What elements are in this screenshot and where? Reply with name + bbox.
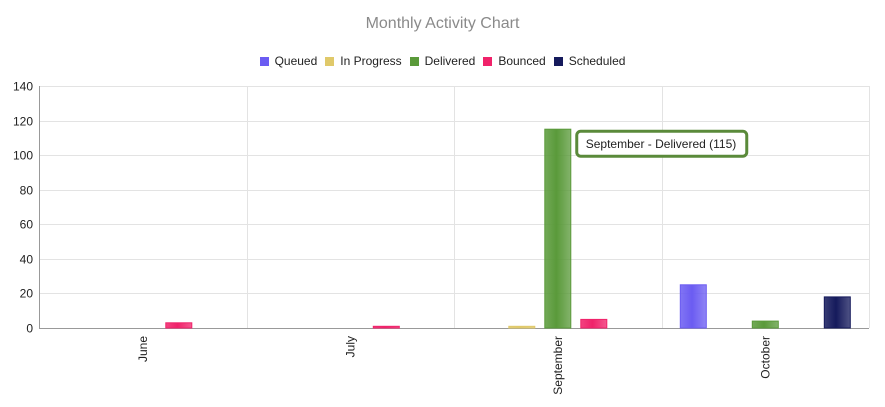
- legend-label: Bounced: [498, 54, 546, 68]
- x-tick-label: October: [758, 336, 772, 379]
- x-tick-label: June: [136, 336, 150, 362]
- legend-item-queued[interactable]: Queued: [259, 54, 318, 68]
- x-tick-label: July: [343, 336, 357, 357]
- legend: Queued In Progress Delivered Bounced Schedul…: [0, 54, 885, 68]
- legend-label: Delivered: [424, 54, 476, 68]
- bar-october-queued[interactable]: [679, 284, 707, 329]
- legend-label: In Progress: [340, 54, 402, 68]
- bar-july-bounced[interactable]: [372, 325, 400, 329]
- legend-swatch: [259, 56, 269, 66]
- y-tick-label: 40: [20, 253, 34, 267]
- legend-item-scheduled[interactable]: Scheduled: [553, 54, 626, 68]
- y-tick-label: 140: [13, 80, 33, 94]
- y-tick-label: 60: [20, 218, 34, 232]
- legend-label: Queued: [274, 54, 318, 68]
- y-tick-label: 120: [13, 115, 33, 129]
- legend-swatch: [553, 56, 563, 66]
- bar-september-bounced[interactable]: [580, 318, 608, 329]
- legend-label: Scheduled: [568, 54, 626, 68]
- legend-swatch: [409, 56, 419, 66]
- bar-june-bounced[interactable]: [165, 322, 193, 329]
- bar-september-in-progress[interactable]: [508, 325, 536, 329]
- legend-item-in-progress[interactable]: In Progress: [325, 54, 402, 68]
- tooltip: September - Delivered (115): [575, 129, 749, 158]
- bar-october-delivered[interactable]: [751, 320, 779, 329]
- legend-item-delivered[interactable]: Delivered: [409, 54, 476, 68]
- bar-october-scheduled[interactable]: [823, 296, 851, 329]
- tooltip-text: September - Delivered (115): [586, 137, 737, 151]
- legend-swatch: [483, 56, 493, 66]
- y-tick-label: 80: [20, 184, 34, 198]
- chart-title: Monthly Activity Chart: [365, 15, 520, 32]
- y-tick-label: 20: [20, 287, 34, 301]
- y-tick-label: 0: [26, 322, 33, 336]
- tooltip-box: [575, 129, 749, 158]
- bar-september-delivered[interactable]: [544, 128, 572, 329]
- y-tick-label: 100: [13, 149, 33, 163]
- legend-item-bounced[interactable]: Bounced: [483, 54, 546, 68]
- x-tick-label: September: [551, 336, 565, 395]
- legend-swatch: [325, 56, 335, 66]
